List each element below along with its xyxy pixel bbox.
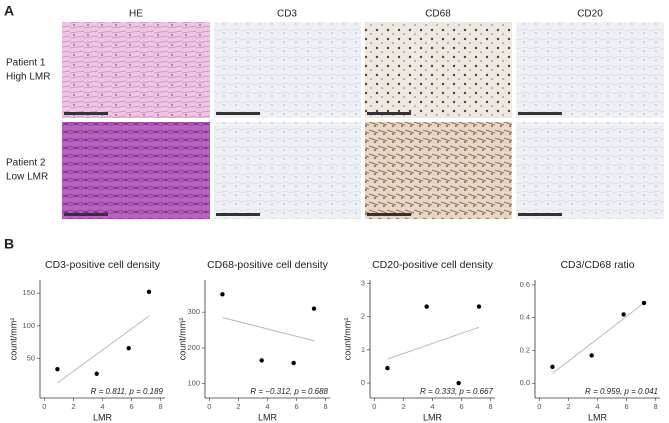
annotation: R = 0.333, p = 0.667 (420, 387, 493, 396)
row-label: Low LMR (6, 172, 48, 183)
y-tick-label: 0.4 (520, 313, 530, 322)
y-tick-label: 100 (187, 379, 200, 388)
panel-a-labels: HE CD3 CD68 CD20 Patient 1 High LMR Patient 2 L… (6, 9, 603, 183)
y-tick-label: 2 (361, 312, 365, 321)
point (641, 300, 647, 306)
column-header: CD68 (425, 9, 451, 20)
y-tick-label: 0.2 (520, 345, 530, 354)
x-tick-label: 4 (100, 402, 104, 411)
column-header: HE (129, 9, 143, 20)
point (385, 365, 390, 371)
column-header: CD3 (277, 9, 297, 20)
chart-title: CD68-positive cell density (207, 259, 329, 271)
x-tick-label: 8 (489, 402, 493, 411)
micrograph (62, 22, 210, 118)
point (424, 304, 429, 309)
x-axis-label: LMR (423, 412, 443, 422)
y-tick-label: 0 (361, 378, 365, 387)
y-tick-label: 50 (27, 354, 35, 363)
y-tick-label: 3 (361, 278, 365, 287)
x-tick-label: 4 (265, 402, 269, 411)
x-tick-label: 4 (430, 402, 434, 411)
x-tick-label: 6 (624, 402, 628, 411)
y-tick-label: 150 (22, 288, 35, 297)
y-tick-label: 300 (187, 307, 200, 316)
image-grid (62, 22, 664, 219)
point (291, 360, 296, 366)
y-tick-label: 200 (187, 343, 200, 352)
y-axis-label: count/mm² (8, 318, 18, 361)
y-axis-label: count/mm² (177, 318, 187, 361)
x-tick-label: 4 (595, 402, 599, 411)
y-axis-label: count/mm² (342, 318, 352, 361)
point (94, 371, 99, 376)
trend-line (222, 317, 315, 342)
x-tick-label: 0 (207, 402, 211, 411)
row-label: High LMR (6, 72, 50, 83)
x-tick-label: 6 (459, 402, 463, 411)
x-tick-label: 8 (654, 402, 658, 411)
x-tick-label: 0 (537, 402, 541, 411)
x-axis-label: LMR (258, 412, 278, 422)
row-label: Patient 1 (6, 58, 46, 69)
x-tick-label: 2 (71, 402, 75, 411)
x-tick-label: 6 (294, 402, 298, 411)
x-tick-label: 6 (129, 402, 133, 411)
y-tick-label: 0.0 (520, 378, 530, 387)
point (126, 345, 131, 351)
y-tick-label: 0.6 (520, 280, 530, 289)
x-axis-label: LMR (93, 412, 113, 422)
point (456, 380, 461, 386)
column-header: CD20 (577, 9, 603, 20)
point (259, 358, 264, 363)
annotation: R = 0.959, p = 0.041 (585, 387, 658, 396)
row-label: Patient 2 (6, 158, 46, 169)
micrograph (62, 122, 210, 219)
chart-title: CD3/CD68 ratio (560, 259, 634, 271)
chart-title: CD20-positive cell density (372, 259, 494, 271)
point (589, 353, 594, 358)
chart-title: CD3-positive cell density (45, 259, 161, 271)
annotation: R = −0.312, p = 0.688 (250, 387, 328, 396)
point (55, 366, 60, 372)
x-tick-label: 0 (372, 402, 376, 411)
x-tick-label: 8 (324, 402, 328, 411)
scale-bars (64, 112, 562, 216)
point (550, 364, 555, 370)
trend-line (387, 326, 480, 360)
x-tick-label: 0 (42, 402, 46, 411)
y-tick-label: 100 (22, 321, 35, 330)
annotation: R = 0.811, p = 0.189 (91, 387, 164, 396)
y-tick-label: 1 (361, 345, 365, 354)
panel-label: B (4, 236, 14, 252)
point (621, 312, 626, 317)
trend-line (552, 302, 645, 374)
micrograph (214, 22, 361, 118)
micrograph (516, 22, 664, 118)
point (220, 292, 225, 297)
point (311, 306, 317, 311)
x-axis-label: LMR (588, 412, 608, 422)
point (146, 289, 152, 294)
x-tick-label: 2 (401, 402, 405, 411)
x-tick-label: 8 (159, 402, 163, 411)
point (476, 304, 482, 309)
trend-line (57, 315, 150, 384)
x-tick-label: 2 (236, 402, 240, 411)
micrograph (365, 22, 512, 118)
micrograph (516, 122, 664, 219)
x-tick-label: 2 (566, 402, 570, 411)
micrograph (214, 122, 361, 219)
micrograph (365, 122, 512, 219)
panel-label: A (4, 3, 14, 19)
